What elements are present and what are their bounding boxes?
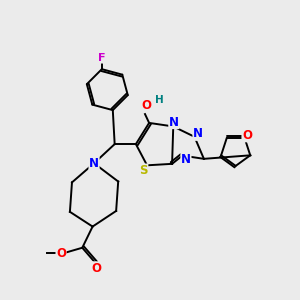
Text: O: O <box>91 262 101 275</box>
Text: O: O <box>141 99 151 112</box>
Text: F: F <box>98 53 106 63</box>
Text: H: H <box>155 95 164 105</box>
Text: O: O <box>242 129 252 142</box>
Text: O: O <box>56 247 66 260</box>
Text: N: N <box>181 153 191 166</box>
Text: N: N <box>169 116 179 128</box>
Text: N: N <box>89 157 99 170</box>
Text: N: N <box>193 127 203 140</box>
Text: S: S <box>139 164 148 177</box>
